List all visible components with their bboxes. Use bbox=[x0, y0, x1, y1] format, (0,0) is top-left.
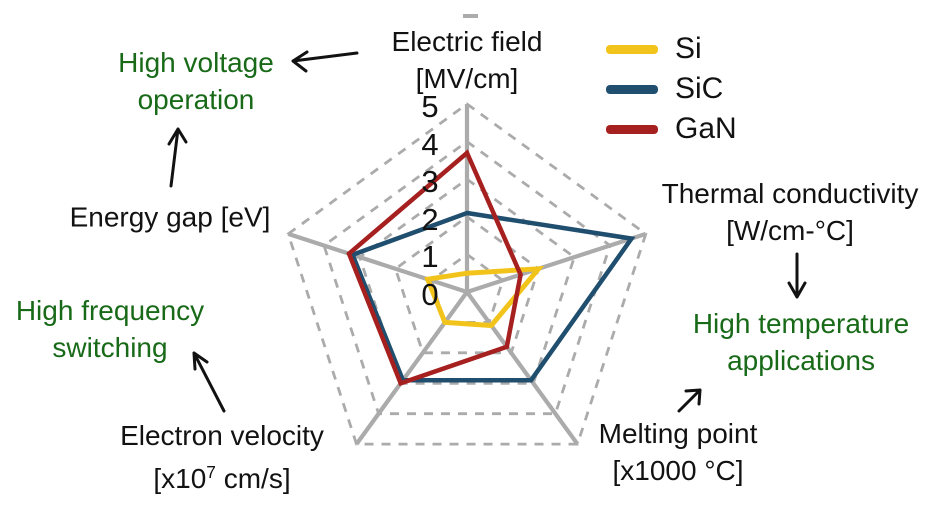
axis-tick-label-4: 4 bbox=[421, 126, 439, 162]
energy-gap-up-arrow-icon bbox=[167, 127, 188, 188]
legend-swatch-sic bbox=[606, 84, 658, 94]
annotation-high-temperature-applications: High temperature applications bbox=[693, 305, 909, 379]
legend-swatch-si bbox=[606, 44, 658, 54]
legend-item-gan: GaN bbox=[606, 109, 737, 149]
axis-label-melting-point: Melting point [x1000 °C] bbox=[599, 415, 758, 489]
axis-unit-line: [x1000 °C] bbox=[612, 455, 744, 486]
annotation-line: High voltage bbox=[118, 47, 274, 78]
axis-label-line: Melting point bbox=[598, 418, 758, 449]
radar-grid-spokes bbox=[287, 104, 647, 446]
high-voltage-left-arrow-icon bbox=[291, 50, 359, 73]
series-polygon-gan bbox=[346, 149, 523, 387]
axis-label-line: Electron velocity bbox=[120, 419, 324, 451]
grid-ring-level-4 bbox=[322, 139, 612, 416]
axis-tick-label-1: 1 bbox=[421, 239, 439, 275]
axis-unit-line: [MV/cm] bbox=[415, 63, 519, 94]
axis-tick-label-2: 2 bbox=[421, 201, 439, 237]
thermal-down-arrow-icon bbox=[787, 252, 807, 299]
grid-spoke-1 bbox=[466, 231, 647, 294]
axis-label-energy-gap: Energy gap [eV] bbox=[70, 199, 271, 236]
axis-tick-label-3: 3 bbox=[421, 164, 439, 200]
axis-tick-label-0: 0 bbox=[421, 277, 439, 312]
annotation-line: High temperature bbox=[692, 308, 910, 339]
axis-unit-line: [W/cm-°C] bbox=[726, 215, 854, 246]
grid-spoke-4 bbox=[287, 231, 468, 294]
axis-label-thermal-conductivity: Thermal conductivity [W/cm-°C] bbox=[662, 175, 919, 249]
axis-label-line: Thermal conductivity bbox=[661, 178, 919, 209]
legend-label-si: Si bbox=[675, 32, 702, 65]
annotation-line: applications bbox=[727, 345, 875, 376]
series-polygon-sic bbox=[349, 210, 636, 383]
axis-label-line: Electric field bbox=[391, 26, 543, 57]
axis-tick-label-5: 5 bbox=[421, 89, 439, 124]
chart-legend: Si SiC GaN bbox=[606, 29, 737, 149]
legend-item-si: Si bbox=[606, 29, 737, 69]
grid-ring-level-2 bbox=[393, 215, 541, 355]
high-frequency-up-left-arrow-icon bbox=[192, 351, 226, 413]
axis-label-line: Energy gap [eV] bbox=[69, 201, 271, 233]
legend-item-sic: SiC bbox=[606, 69, 737, 109]
legend-label-sic: SiC bbox=[675, 72, 724, 105]
radar-series-polygons bbox=[346, 149, 636, 387]
grid-spoke-2 bbox=[465, 290, 580, 446]
annotation-line: switching bbox=[52, 332, 168, 363]
annotation-high-frequency-switching: High frequency switching bbox=[16, 292, 204, 366]
axis-unit-line: [x107 cm/s] bbox=[153, 461, 291, 495]
annotation-line: operation bbox=[137, 84, 255, 115]
melting-up-right-arrow-icon bbox=[677, 388, 702, 413]
axis-label-electron-velocity: Electron velocity [x107 cm/s] bbox=[120, 417, 324, 497]
annotation-line: High frequency bbox=[15, 295, 205, 326]
grid-ring-level-5 bbox=[286, 102, 648, 446]
annotation-high-voltage-operation: High voltage operation bbox=[118, 44, 274, 118]
legend-swatch-gan bbox=[606, 124, 658, 134]
legend-label-gan: GaN bbox=[675, 112, 737, 145]
axis-label-electric-field: Electric field [MV/cm] bbox=[392, 23, 543, 97]
grid-spoke-3 bbox=[354, 290, 469, 446]
series-polygon-si bbox=[424, 265, 545, 329]
